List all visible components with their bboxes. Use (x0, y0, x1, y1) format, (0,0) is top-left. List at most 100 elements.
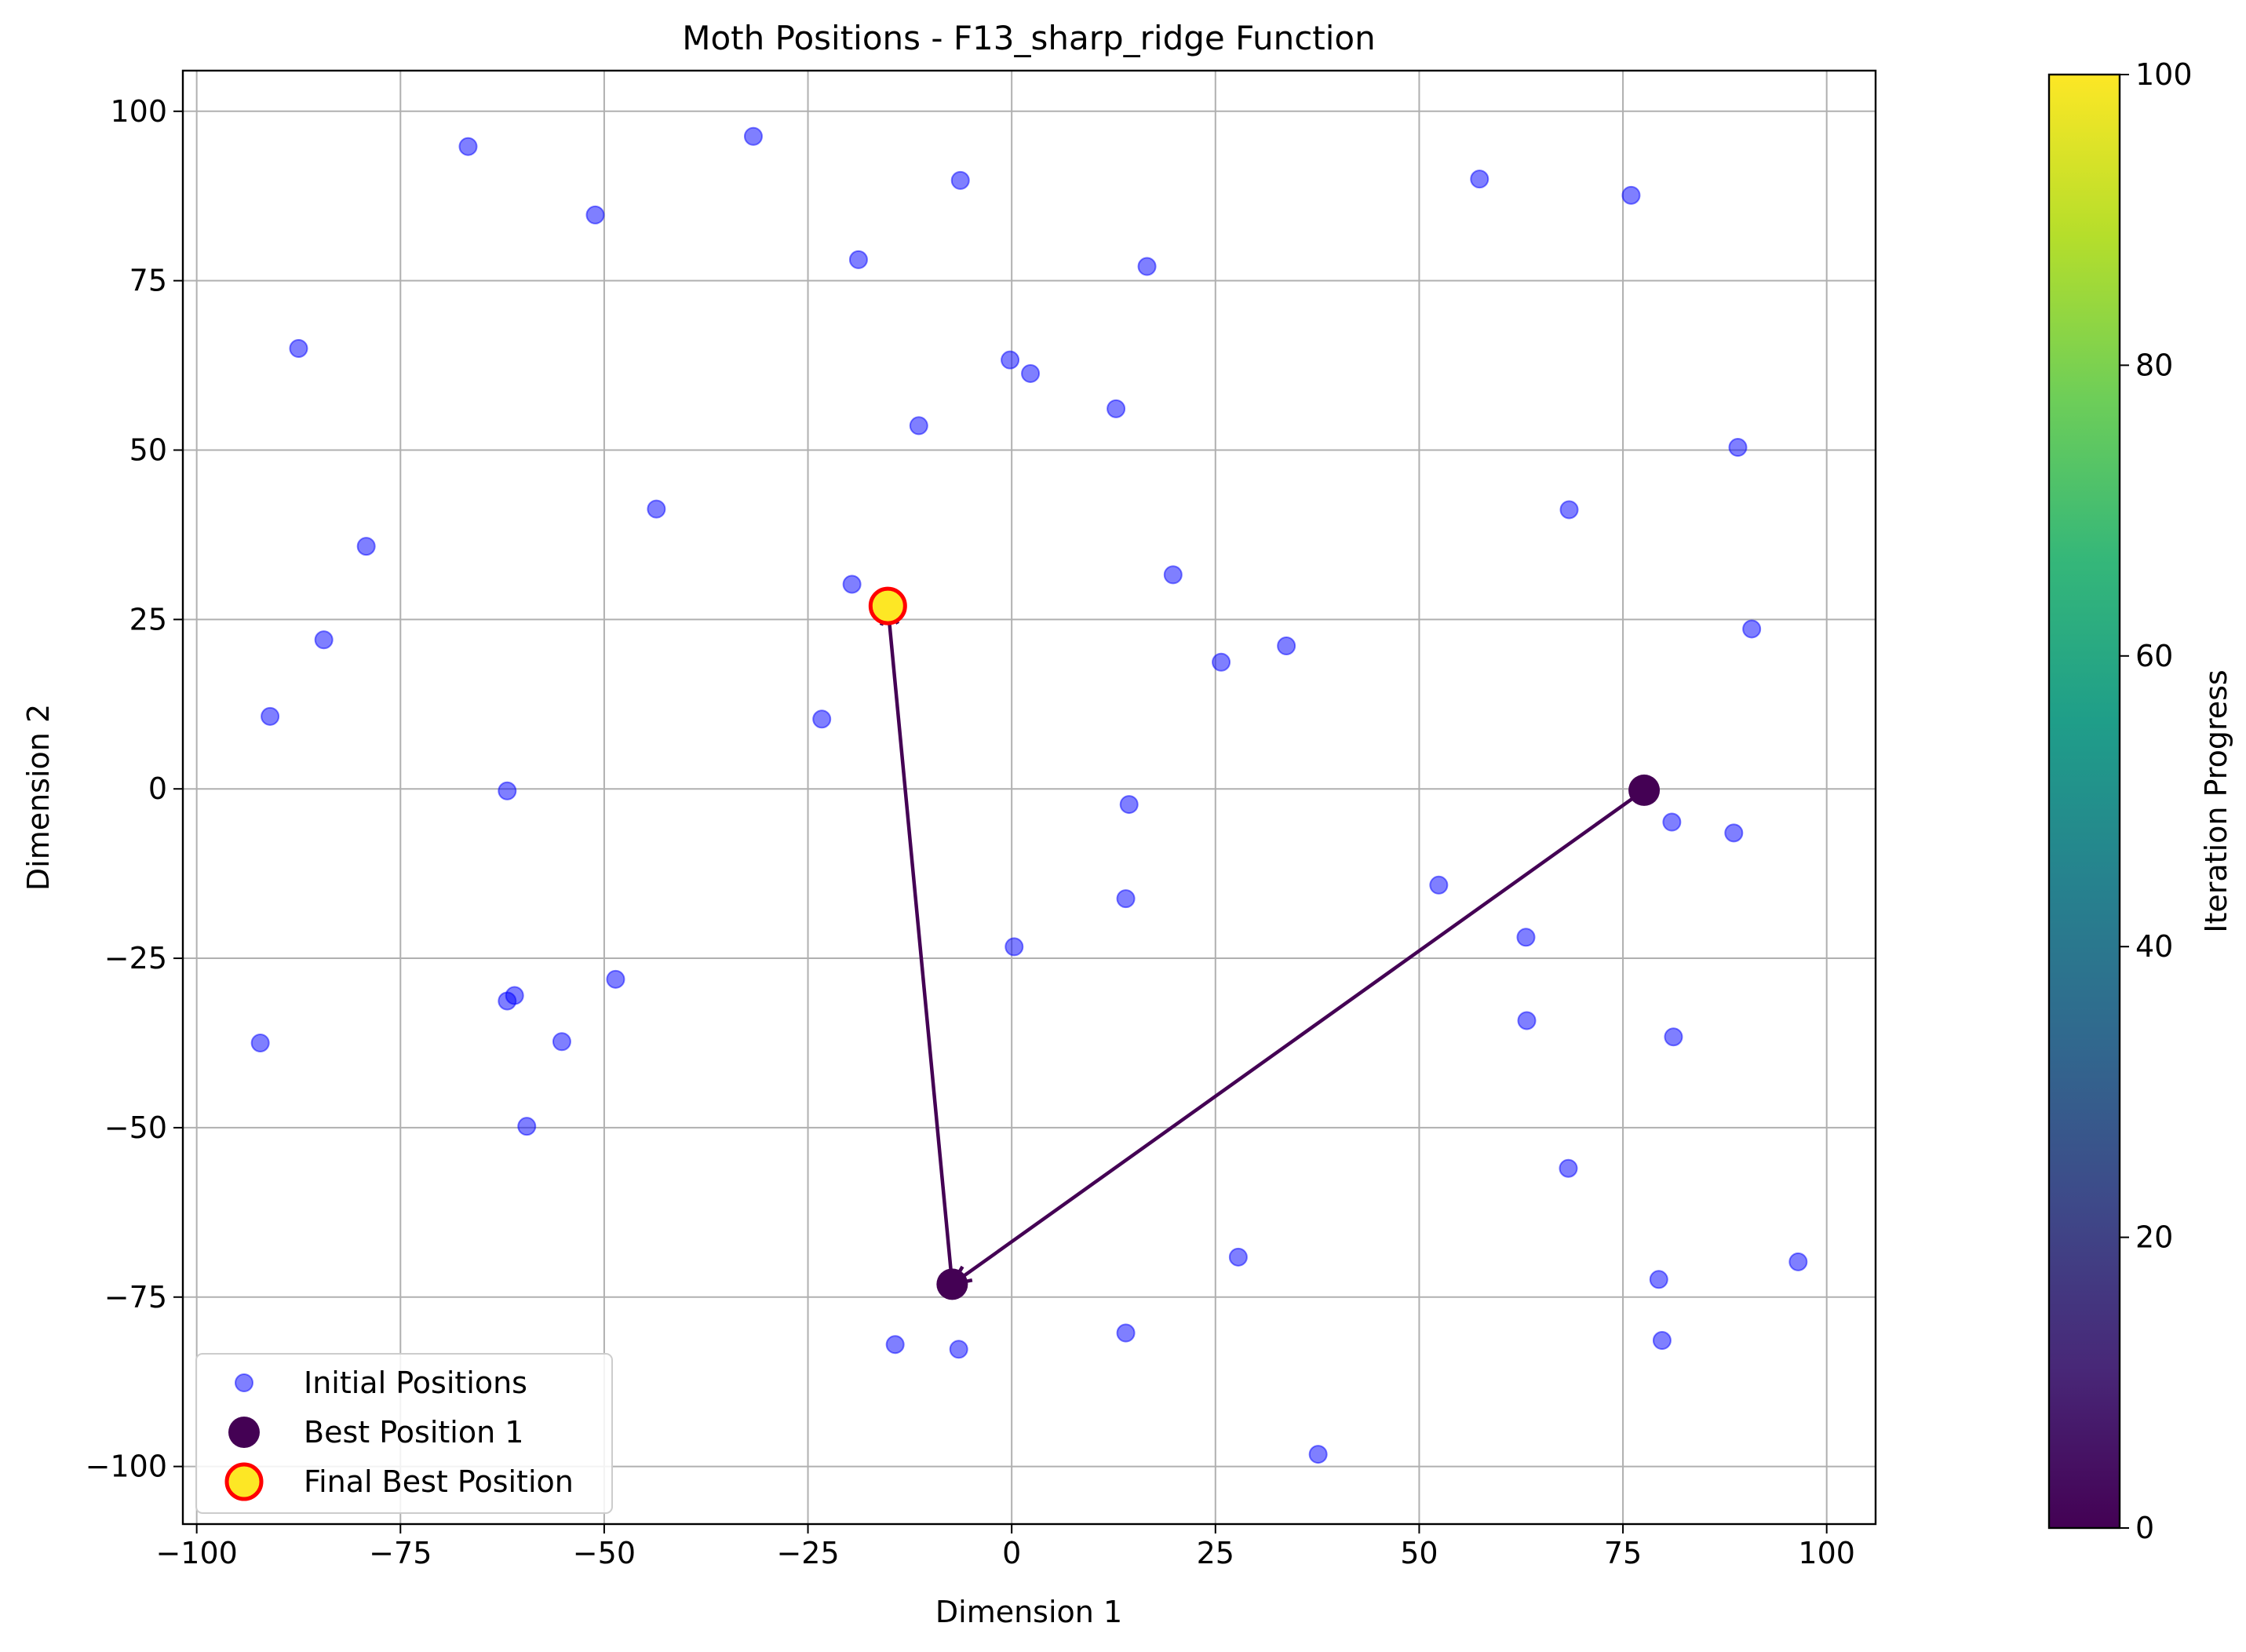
colorbar-tick-label-1: 20 (2135, 1220, 2173, 1255)
initial-position-point-18 (1163, 565, 1183, 585)
initial-position-point-21 (1277, 636, 1296, 656)
initial-position-point-29 (1429, 875, 1449, 895)
x-tick-label-5: 25 (1197, 1536, 1234, 1570)
colorbar-gradient (2047, 73, 2121, 1530)
initial-position-point-8 (289, 338, 308, 358)
y-tick-label-2: −50 (104, 1110, 167, 1145)
initial-position-point-48 (1652, 1331, 1672, 1351)
initial-position-point-24 (812, 709, 832, 729)
initial-position-point-9 (1001, 350, 1020, 370)
initial-position-point-10 (1021, 363, 1041, 383)
initial-position-point-3 (585, 205, 605, 224)
initial-position-point-47 (1116, 1323, 1136, 1343)
initial-position-point-25 (498, 781, 517, 800)
y-axis-label: Dimension 2 (21, 704, 56, 891)
initial-position-point-13 (1728, 438, 1748, 458)
legend-marker-initial-positions (235, 1373, 253, 1392)
y-tick-label-5: 25 (129, 602, 167, 636)
initial-position-point-37 (250, 1033, 270, 1052)
initial-position-point-12 (1107, 399, 1126, 418)
initial-position-point-43 (1788, 1252, 1808, 1271)
initial-position-point-44 (1649, 1270, 1668, 1289)
y-tick-label-6: 50 (129, 433, 167, 468)
x-tick-label-4: 0 (1002, 1536, 1021, 1570)
legend-label-initial-positions: Initial Positions (304, 1366, 527, 1400)
legend-label-best-position-1: Best Position 1 (304, 1415, 523, 1450)
legend-marker-final-best-position (224, 1462, 264, 1501)
x-tick-label-7: 75 (1604, 1536, 1642, 1570)
legend-marker-best-position-1 (228, 1417, 260, 1448)
best-position-point-0 (1628, 774, 1661, 806)
initial-position-point-27 (1662, 812, 1682, 832)
colorbar-tick-label-0: 0 (2135, 1511, 2154, 1545)
initial-position-point-15 (647, 499, 666, 519)
colorbar-tick-label-5: 100 (2135, 57, 2193, 92)
y-tick-label-3: −25 (104, 941, 167, 976)
initial-position-point-49 (1308, 1445, 1328, 1464)
legend: Initial Positions Best Position 1 Final … (195, 1353, 613, 1514)
initial-position-point-33 (606, 969, 625, 989)
x-tick-label-2: −50 (573, 1536, 636, 1570)
path-segment-0 (951, 789, 1646, 1286)
initial-position-point-30 (1116, 889, 1136, 909)
initial-position-point-4 (848, 250, 868, 269)
initial-position-point-14 (356, 537, 376, 556)
initial-position-point-23 (261, 706, 280, 726)
initial-position-point-31 (1516, 928, 1536, 947)
final-best-position-point-0 (868, 586, 907, 625)
y-tick-label-0: −100 (86, 1450, 167, 1484)
initial-position-point-2 (950, 170, 970, 190)
initial-position-point-26 (1119, 795, 1139, 815)
initial-position-point-42 (1228, 1247, 1248, 1267)
x-axis-ticks: −100 −75 −50 −25 0 25 50 75 100 (155, 1524, 1855, 1570)
x-tick-label-8: 100 (1798, 1536, 1855, 1570)
best-position-point-1 (936, 1268, 968, 1300)
chart-title: Moth Positions - F13_sharp_ridge Functio… (682, 19, 1376, 57)
plot-frame (181, 69, 1877, 1526)
colorbar-ticks: 0 20 40 60 80 100 (2120, 57, 2193, 1545)
y-tick-label-1: −75 (104, 1280, 167, 1315)
colorbar-tick-label-4: 80 (2135, 348, 2173, 382)
initial-position-point-1 (743, 126, 763, 146)
x-tick-label-0: −100 (155, 1536, 237, 1570)
initial-position-point-40 (517, 1117, 537, 1136)
legend-label-final-best-position: Final Best Position (304, 1464, 574, 1499)
initial-position-point-11 (909, 416, 928, 436)
initial-position-point-17 (842, 574, 862, 594)
y-axis-ticks: −100 −75 −50 −25 0 25 50 75 100 (86, 94, 183, 1484)
initial-position-point-16 (1559, 500, 1579, 520)
initial-position-point-7 (1621, 185, 1641, 205)
y-tick-label-7: 75 (129, 264, 167, 298)
points-layer (250, 126, 1808, 1464)
initial-position-point-32 (1005, 937, 1024, 957)
x-axis-label: Dimension 1 (935, 1595, 1122, 1629)
initial-position-point-39 (1664, 1027, 1683, 1047)
colorbar-label: Iteration Progress (2199, 669, 2233, 932)
colorbar: 0 20 40 60 80 100 Iteration Progress (2047, 57, 2233, 1545)
initial-position-point-28 (1724, 823, 1744, 843)
grid-layer (183, 71, 1876, 1524)
initial-position-point-38 (1517, 1011, 1537, 1030)
colorbar-tick-label-2: 40 (2135, 929, 2173, 964)
initial-position-point-35 (498, 991, 517, 1011)
y-tick-label-8: 100 (110, 94, 167, 129)
initial-position-point-41 (1559, 1158, 1578, 1178)
initial-position-point-46 (949, 1340, 968, 1359)
initial-position-point-45 (885, 1335, 905, 1355)
initial-position-point-6 (1470, 170, 1489, 189)
initial-position-point-0 (458, 137, 478, 156)
x-tick-label-6: 50 (1400, 1536, 1438, 1570)
x-tick-label-1: −75 (369, 1536, 432, 1570)
colorbar-tick-label-3: 60 (2135, 639, 2173, 673)
initial-position-point-19 (314, 630, 334, 650)
path-segment-1 (886, 605, 954, 1285)
initial-position-point-20 (1212, 652, 1231, 672)
initial-position-point-5 (1137, 257, 1157, 276)
legend-box (195, 1353, 613, 1514)
initial-position-point-22 (1742, 619, 1762, 639)
initial-position-point-36 (552, 1032, 571, 1052)
y-tick-label-4: 0 (148, 771, 167, 806)
x-tick-label-3: −25 (776, 1536, 839, 1570)
